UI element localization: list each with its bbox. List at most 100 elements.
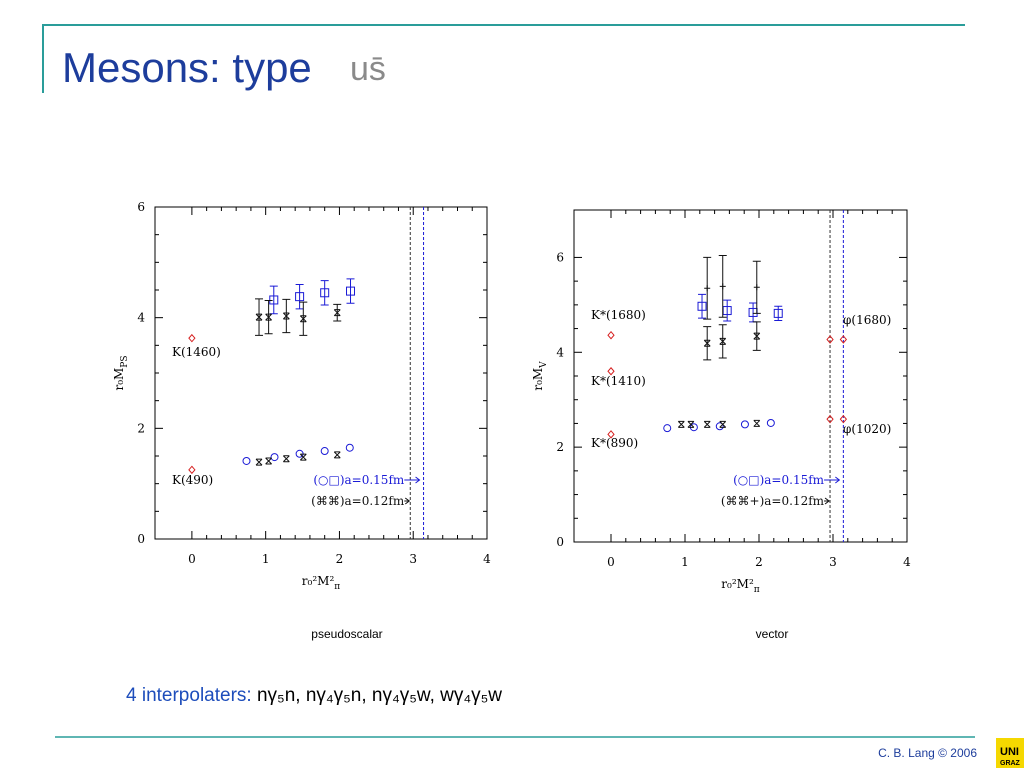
y-axis-label: r₀MPS bbox=[112, 355, 130, 390]
marker bbox=[333, 451, 341, 459]
marker bbox=[663, 424, 672, 433]
marker bbox=[766, 418, 775, 427]
marker bbox=[299, 453, 307, 461]
marker bbox=[607, 430, 615, 439]
x-tick-label: 1 bbox=[681, 555, 689, 569]
footer: C. B. Lang © 2006 bbox=[878, 746, 977, 760]
plot-frame bbox=[154, 206, 488, 540]
y-axis-label-main: r₀M bbox=[531, 368, 545, 391]
marker bbox=[826, 414, 834, 424]
logo-text: GRAZ bbox=[1000, 760, 1021, 767]
caption: vector bbox=[756, 627, 789, 641]
y-tick-label: 4 bbox=[137, 311, 145, 325]
legend-arrow bbox=[824, 497, 830, 505]
error-bar bbox=[774, 305, 783, 322]
annotation: K*(890) bbox=[591, 436, 638, 450]
marker bbox=[839, 335, 848, 344]
y-tick-label: 0 bbox=[556, 535, 564, 549]
x-tick-label: 3 bbox=[829, 555, 837, 569]
y-axis-label: r₀MV bbox=[531, 361, 549, 391]
marker bbox=[269, 295, 279, 305]
error-bar bbox=[346, 278, 355, 304]
y-axis-label-sub: PS bbox=[120, 355, 130, 367]
marker bbox=[687, 420, 695, 428]
marker bbox=[333, 309, 341, 317]
x-tick-label: 2 bbox=[336, 552, 344, 566]
marker bbox=[715, 422, 724, 431]
error-bar bbox=[749, 302, 758, 323]
x-axis-label-main: r₀²M² bbox=[302, 574, 335, 588]
y-tick-label: 2 bbox=[556, 440, 564, 454]
annotation: K*(1680) bbox=[591, 308, 646, 322]
marker bbox=[255, 313, 263, 321]
marker bbox=[753, 419, 761, 427]
slide-title-flavor: us̄ bbox=[350, 50, 386, 88]
legend-label: (⌘⌘+)a=0.12fm bbox=[721, 494, 825, 508]
x-tick-label: 4 bbox=[903, 555, 911, 569]
annotation: K(1460) bbox=[172, 345, 221, 359]
marker bbox=[282, 455, 290, 463]
marker bbox=[719, 337, 727, 345]
legend-arrow bbox=[404, 497, 411, 505]
marker bbox=[242, 456, 251, 465]
marker bbox=[346, 286, 356, 296]
legend-label: (○□)a=0.15fm bbox=[733, 473, 825, 487]
y-axis-label-main: r₀M bbox=[112, 368, 126, 391]
legend-label: (○□)a=0.15fm bbox=[313, 473, 405, 487]
annotation: φ(1020) bbox=[843, 422, 891, 436]
marker bbox=[270, 453, 279, 462]
error-bar bbox=[698, 293, 707, 319]
y-tick-label: 2 bbox=[137, 421, 145, 435]
y-axis-label-sub: V bbox=[539, 361, 549, 369]
marker bbox=[719, 283, 726, 290]
interpolators-list: nγ₅n, nγ₄γ₅n, nγ₄γ₅w, wγ₄γ₅w bbox=[257, 685, 502, 706]
marker bbox=[677, 420, 685, 428]
marker bbox=[188, 465, 196, 475]
x-tick-label: 4 bbox=[483, 552, 491, 566]
x-axis-label-sub: π bbox=[754, 585, 760, 595]
y-tick-label: 6 bbox=[137, 200, 145, 214]
marker bbox=[719, 420, 727, 428]
marker bbox=[607, 330, 615, 340]
annotation: K(490) bbox=[172, 473, 213, 487]
annotation: φ(1680) bbox=[843, 313, 891, 327]
x-tick-label: 3 bbox=[409, 552, 417, 566]
marker bbox=[295, 292, 305, 302]
marker bbox=[345, 443, 354, 452]
annotation: K*(1410) bbox=[591, 374, 646, 388]
marker bbox=[607, 366, 615, 376]
legend-label: (⌘⌘)a=0.12fm bbox=[311, 494, 405, 508]
marker bbox=[703, 420, 711, 428]
marker bbox=[753, 332, 761, 340]
error-bar bbox=[320, 280, 329, 306]
legend-arrow bbox=[824, 476, 841, 484]
legend-arrow bbox=[404, 476, 421, 484]
marker bbox=[839, 414, 848, 424]
interpolators-label: 4 interpolaters: bbox=[126, 685, 252, 706]
error-bar bbox=[269, 285, 278, 315]
y-tick-label: 4 bbox=[556, 345, 564, 359]
marker bbox=[697, 301, 707, 311]
marker bbox=[703, 339, 711, 347]
marker bbox=[320, 288, 330, 298]
slide-title: Mesons: type bbox=[62, 44, 312, 91]
x-tick-label: 2 bbox=[755, 555, 763, 569]
x-axis-label: r₀²M²π bbox=[721, 577, 759, 595]
marker bbox=[826, 335, 834, 344]
marker bbox=[740, 420, 749, 429]
marker bbox=[265, 313, 272, 321]
logo-text: UNI bbox=[1000, 746, 1019, 758]
interpolators: 4 interpolaters: nγ₅n, nγ₄γ₅n, nγ₄γ₅w, w… bbox=[126, 685, 502, 706]
marker bbox=[320, 447, 329, 456]
x-tick-label: 0 bbox=[607, 555, 615, 569]
marker bbox=[188, 333, 196, 343]
error-bar bbox=[723, 299, 732, 322]
marker bbox=[255, 458, 263, 466]
caption: pseudoscalar bbox=[311, 627, 382, 641]
logo-box bbox=[996, 738, 1024, 768]
x-axis-label-sub: π bbox=[334, 582, 340, 592]
marker bbox=[704, 285, 711, 292]
x-axis-label-main: r₀²M² bbox=[721, 577, 754, 591]
